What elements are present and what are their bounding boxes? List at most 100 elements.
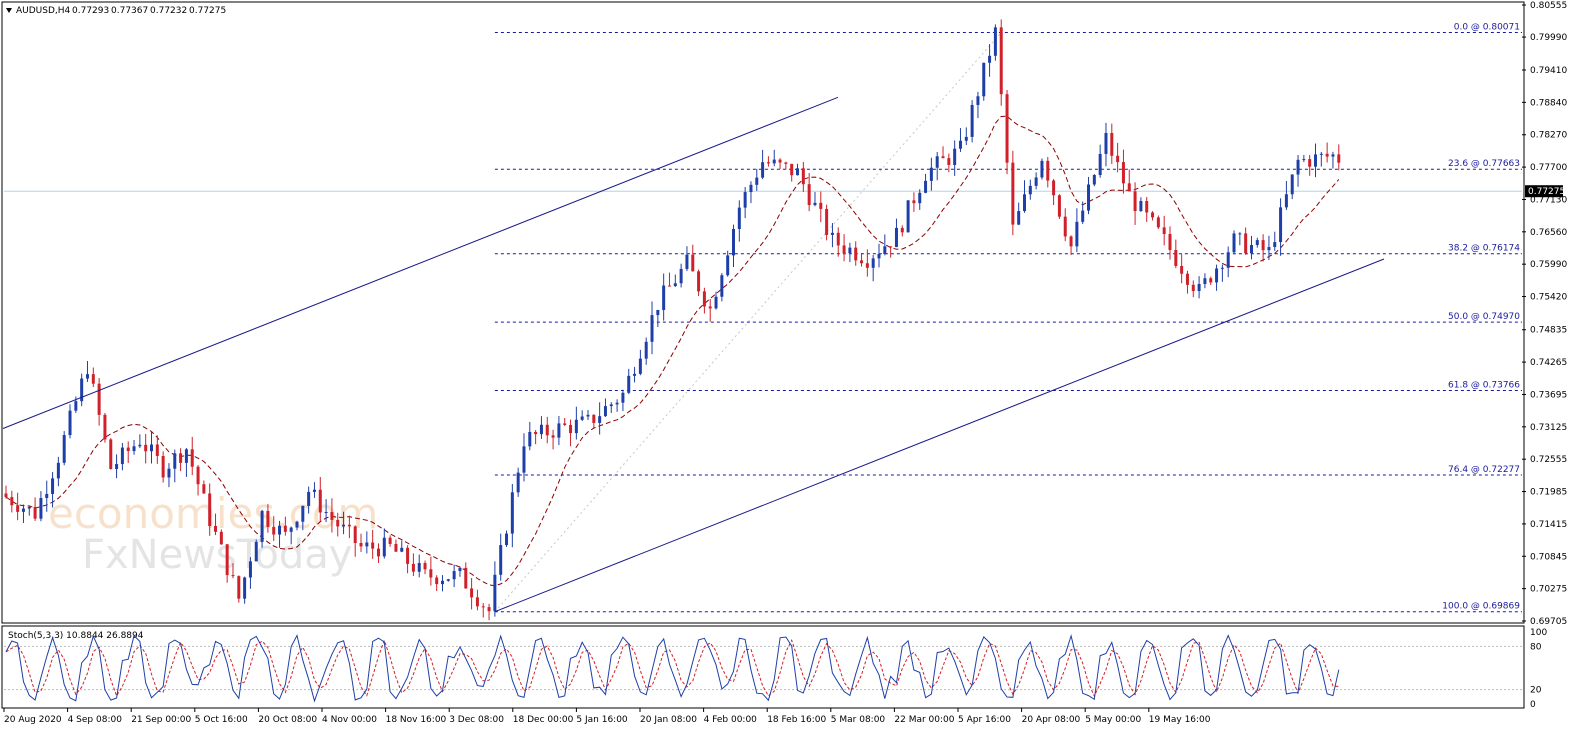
candle-body bbox=[865, 263, 869, 268]
candle-body bbox=[796, 168, 800, 176]
candle-body bbox=[202, 484, 206, 494]
candle bbox=[441, 575, 444, 592]
candle-body bbox=[1185, 273, 1189, 285]
candle-body bbox=[958, 140, 962, 149]
candle-body bbox=[598, 416, 602, 423]
candle-body bbox=[603, 406, 607, 417]
candle-body bbox=[103, 414, 107, 440]
candle bbox=[545, 416, 549, 444]
candle-body bbox=[1267, 247, 1271, 251]
candle bbox=[1162, 215, 1166, 246]
candle-body bbox=[1087, 184, 1091, 211]
candle-body bbox=[761, 162, 765, 178]
candle bbox=[772, 149, 776, 167]
candle-body bbox=[109, 439, 113, 469]
candle-body bbox=[534, 431, 538, 435]
stoch-panel[interactable] bbox=[1, 625, 1525, 709]
price-tick-label: 0.77130 bbox=[1530, 195, 1567, 205]
candle bbox=[1145, 197, 1149, 222]
candle bbox=[947, 153, 951, 173]
candle-body bbox=[563, 423, 567, 425]
candle-body bbox=[27, 506, 31, 509]
candle-body bbox=[702, 291, 706, 307]
candle bbox=[598, 402, 602, 435]
candle-body bbox=[877, 254, 881, 259]
price-tick-label: 0.70845 bbox=[1530, 552, 1567, 562]
candle-body bbox=[452, 571, 456, 580]
candle-body bbox=[1174, 249, 1178, 266]
candle-body bbox=[423, 563, 427, 570]
candle-body bbox=[574, 419, 578, 434]
candle bbox=[1290, 174, 1294, 200]
candle bbox=[1028, 179, 1032, 200]
current-price-tag: 0.77275 bbox=[1525, 185, 1565, 198]
candle-body bbox=[464, 567, 468, 589]
candle-body bbox=[359, 542, 363, 547]
candle bbox=[400, 540, 404, 553]
candle-body bbox=[1005, 94, 1009, 163]
candle bbox=[854, 241, 858, 266]
candle-body bbox=[1337, 154, 1341, 163]
candle bbox=[807, 173, 811, 212]
candle bbox=[184, 448, 188, 477]
candle bbox=[1314, 143, 1317, 178]
candle bbox=[1185, 270, 1189, 294]
candle-body bbox=[324, 512, 328, 514]
candle-body bbox=[120, 447, 124, 465]
candle bbox=[621, 389, 625, 412]
fib-level-label: 76.4 @ 0.72277 bbox=[1448, 465, 1520, 475]
current-price-tag-label: 0.77275 bbox=[1528, 187, 1565, 197]
candle bbox=[388, 535, 392, 547]
time-tick-label: 5 May 00:00 bbox=[1085, 715, 1141, 725]
candle bbox=[1005, 89, 1009, 175]
channel-lower-line bbox=[494, 258, 1385, 613]
price-panel[interactable] bbox=[1, 1, 1525, 624]
candle bbox=[1075, 208, 1079, 253]
candle-body bbox=[988, 55, 992, 63]
candle bbox=[248, 557, 252, 589]
candle bbox=[4, 485, 8, 499]
candle-body bbox=[656, 309, 660, 316]
candle-body bbox=[167, 468, 171, 478]
candle bbox=[1133, 182, 1137, 225]
candle bbox=[970, 100, 974, 143]
price-tick-label: 0.78840 bbox=[1530, 98, 1567, 108]
candle bbox=[790, 163, 794, 182]
candle-body bbox=[196, 466, 200, 485]
candle-body bbox=[1308, 159, 1312, 167]
price-tick-label: 0.70275 bbox=[1530, 585, 1567, 595]
candle-body bbox=[1116, 155, 1120, 163]
candle-body bbox=[743, 192, 747, 208]
candle bbox=[347, 515, 351, 539]
candle bbox=[301, 505, 305, 531]
stoch-title: Stoch(5,3,3) 10.8844 26.8894 bbox=[8, 631, 144, 641]
candle-body bbox=[1034, 177, 1038, 186]
candle-body bbox=[295, 521, 299, 528]
collapse-triangle-icon[interactable] bbox=[6, 8, 12, 13]
candle-body bbox=[1249, 245, 1253, 254]
candle bbox=[796, 163, 800, 176]
candle bbox=[848, 242, 852, 263]
candle bbox=[720, 273, 724, 302]
candle-body bbox=[417, 563, 421, 572]
candle bbox=[953, 140, 957, 176]
candle bbox=[33, 497, 37, 521]
candle-body bbox=[74, 401, 78, 411]
candle-body bbox=[51, 478, 55, 494]
candle-body bbox=[1127, 183, 1131, 192]
price-tick-label: 0.78270 bbox=[1530, 131, 1567, 141]
candle-body bbox=[208, 493, 212, 526]
candle-body bbox=[388, 537, 392, 544]
candle-body bbox=[935, 156, 939, 168]
candle-body bbox=[894, 227, 898, 248]
candle bbox=[1267, 235, 1271, 260]
fib-level-label: 38.2 @ 0.76174 bbox=[1448, 244, 1520, 254]
candle-body bbox=[1209, 278, 1213, 283]
candle-body bbox=[854, 247, 858, 261]
price-tick-label: 0.77700 bbox=[1530, 163, 1567, 173]
candle bbox=[1331, 151, 1335, 169]
candle-body bbox=[1215, 268, 1219, 283]
candle-body bbox=[1017, 211, 1021, 225]
candle bbox=[10, 490, 14, 513]
